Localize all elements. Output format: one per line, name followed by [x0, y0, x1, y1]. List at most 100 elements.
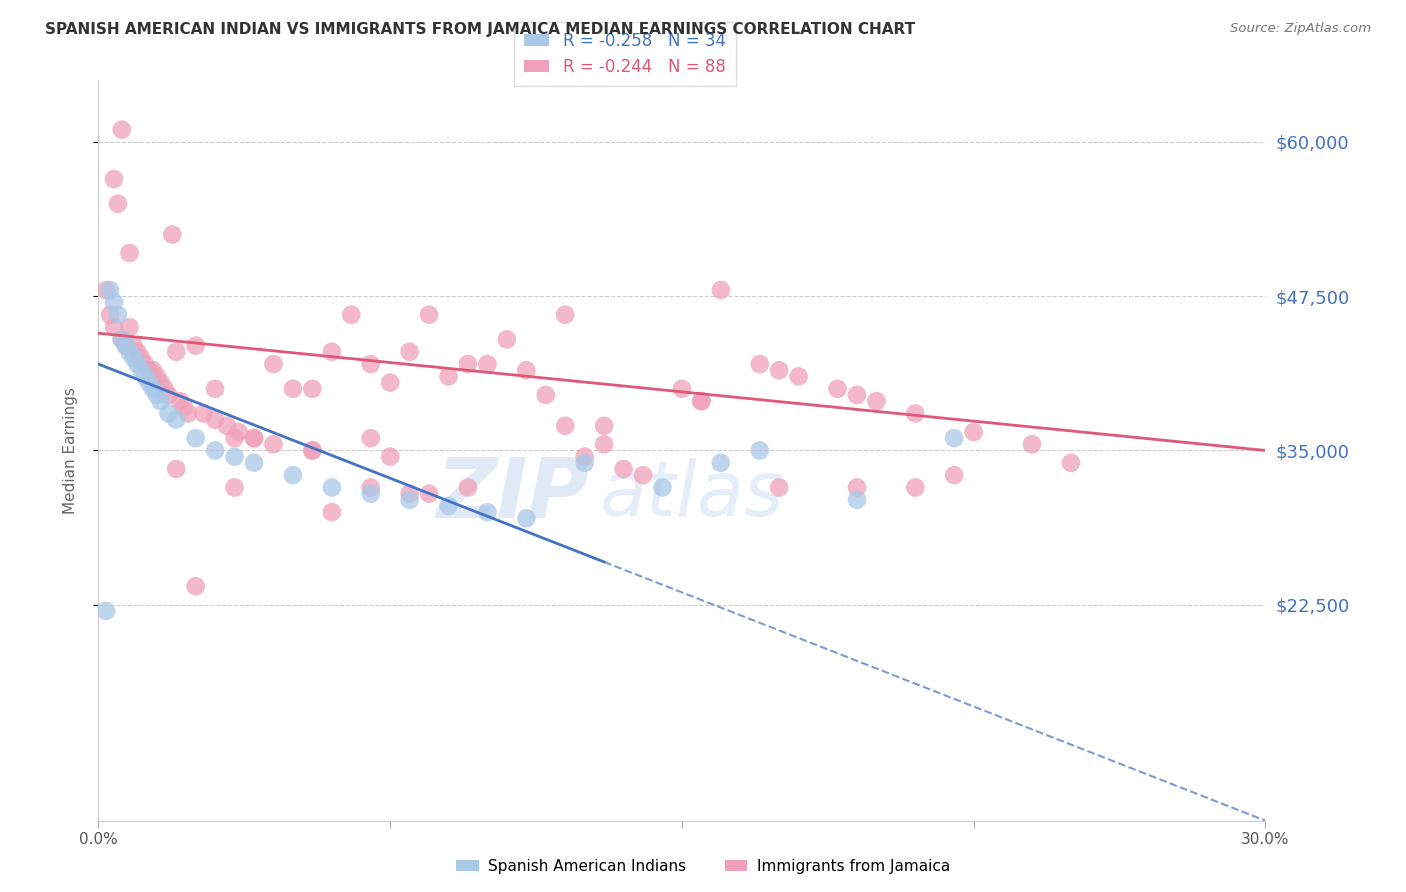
- Point: [651, 480, 673, 494]
- Point: [122, 351, 145, 365]
- Point: [165, 462, 187, 476]
- Point: [865, 394, 887, 409]
- Point: [111, 332, 134, 346]
- Text: Source: ZipAtlas.com: Source: ZipAtlas.com: [1230, 22, 1371, 36]
- Point: [787, 369, 810, 384]
- Point: [748, 443, 770, 458]
- Point: [193, 407, 215, 421]
- Point: [1060, 456, 1083, 470]
- Point: [710, 456, 733, 470]
- Point: [748, 357, 770, 371]
- Point: [943, 431, 966, 445]
- Point: [262, 357, 284, 371]
- Point: [129, 351, 152, 365]
- Point: [118, 344, 141, 359]
- Point: [103, 172, 125, 186]
- Point: [177, 407, 200, 421]
- Point: [457, 357, 479, 371]
- Point: [114, 338, 136, 352]
- Point: [943, 468, 966, 483]
- Point: [574, 456, 596, 470]
- Point: [204, 412, 226, 426]
- Point: [228, 425, 250, 439]
- Y-axis label: Median Earnings: Median Earnings: [63, 387, 77, 514]
- Point: [184, 431, 207, 445]
- Point: [496, 332, 519, 346]
- Point: [134, 357, 156, 371]
- Point: [224, 480, 246, 494]
- Point: [380, 376, 402, 390]
- Point: [224, 431, 246, 445]
- Point: [515, 511, 537, 525]
- Point: [243, 431, 266, 445]
- Point: [301, 382, 323, 396]
- Point: [418, 486, 440, 500]
- Point: [360, 357, 382, 371]
- Point: [103, 295, 125, 310]
- Point: [671, 382, 693, 396]
- Point: [321, 480, 343, 494]
- Point: [437, 499, 460, 513]
- Point: [149, 376, 172, 390]
- Point: [107, 308, 129, 322]
- Point: [162, 227, 184, 242]
- Point: [845, 388, 868, 402]
- Point: [204, 443, 226, 458]
- Point: [418, 308, 440, 322]
- Point: [477, 505, 499, 519]
- Point: [321, 505, 343, 519]
- Point: [398, 492, 420, 507]
- Point: [574, 450, 596, 464]
- Point: [398, 486, 420, 500]
- Point: [380, 450, 402, 464]
- Point: [134, 369, 156, 384]
- Point: [593, 418, 616, 433]
- Point: [149, 394, 172, 409]
- Point: [360, 431, 382, 445]
- Point: [96, 283, 118, 297]
- Point: [593, 437, 616, 451]
- Point: [690, 394, 713, 409]
- Point: [146, 388, 169, 402]
- Point: [127, 357, 149, 371]
- Point: [138, 363, 160, 377]
- Point: [111, 122, 134, 136]
- Text: atlas: atlas: [600, 458, 785, 532]
- Point: [129, 363, 152, 377]
- Point: [904, 480, 927, 494]
- Point: [138, 376, 160, 390]
- Point: [301, 443, 323, 458]
- Point: [215, 418, 238, 433]
- Point: [243, 456, 266, 470]
- Point: [457, 480, 479, 494]
- Point: [224, 450, 246, 464]
- Point: [262, 437, 284, 451]
- Point: [534, 388, 557, 402]
- Point: [204, 382, 226, 396]
- Point: [845, 492, 868, 507]
- Point: [146, 369, 169, 384]
- Point: [114, 338, 136, 352]
- Text: ZIP: ZIP: [436, 454, 589, 535]
- Point: [103, 320, 125, 334]
- Point: [631, 468, 654, 483]
- Point: [360, 480, 382, 494]
- Point: [111, 332, 134, 346]
- Point: [1021, 437, 1043, 451]
- Point: [142, 363, 165, 377]
- Point: [281, 382, 304, 396]
- Point: [118, 320, 141, 334]
- Point: [157, 388, 180, 402]
- Point: [157, 407, 180, 421]
- Point: [122, 338, 145, 352]
- Point: [118, 246, 141, 260]
- Point: [142, 382, 165, 396]
- Point: [360, 486, 382, 500]
- Point: [845, 480, 868, 494]
- Point: [962, 425, 984, 439]
- Legend: R = -0.258   N = 34, R = -0.244   N = 88: R = -0.258 N = 34, R = -0.244 N = 88: [515, 21, 735, 86]
- Point: [243, 431, 266, 445]
- Point: [169, 394, 191, 409]
- Point: [768, 480, 790, 494]
- Point: [768, 363, 790, 377]
